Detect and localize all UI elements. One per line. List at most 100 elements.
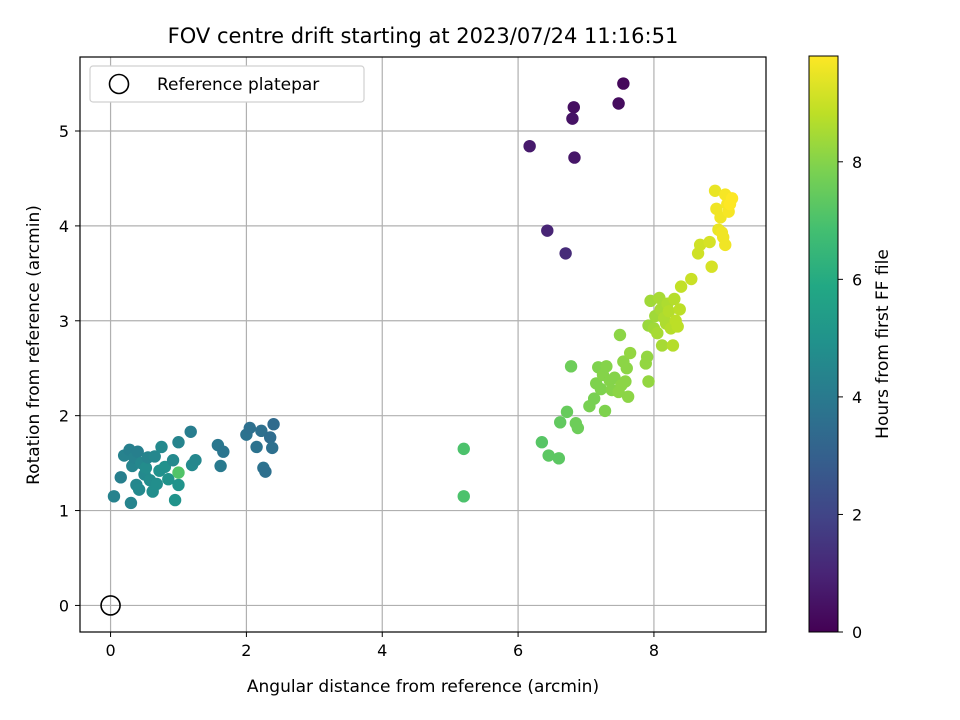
data-point	[554, 416, 567, 429]
legend-box	[89, 65, 365, 103]
data-point	[719, 238, 732, 252]
data-point	[259, 465, 272, 478]
data-point	[571, 421, 585, 435]
data-point	[612, 97, 625, 110]
data-point	[566, 112, 579, 125]
data-point	[693, 238, 707, 252]
y-tick-label: 2	[59, 407, 69, 426]
data-point	[535, 436, 549, 449]
data-point	[107, 490, 121, 503]
data-point	[255, 424, 268, 438]
x-tick-label: 4	[377, 641, 387, 660]
data-point	[168, 493, 182, 507]
data-point	[673, 303, 686, 316]
colorbar-tick-label: 2	[852, 505, 862, 524]
data-point	[560, 405, 574, 419]
data-point	[623, 346, 637, 360]
data-point	[162, 473, 175, 486]
data-point	[217, 445, 230, 458]
grid	[80, 57, 766, 632]
data-point	[619, 375, 632, 388]
legend-label: Reference platepar	[157, 75, 319, 95]
x-axis: 0 2 4 6 8	[105, 632, 659, 660]
plot-frame	[79, 56, 767, 633]
data-point	[184, 425, 197, 438]
data-point	[617, 77, 630, 90]
data-point	[621, 390, 635, 403]
data-point	[685, 272, 698, 286]
data-point	[568, 151, 581, 164]
reference-point	[100, 595, 121, 616]
data-point	[567, 101, 580, 114]
colorbar-label: Hours from first FF file	[873, 249, 893, 439]
chart-title: FOV centre drift starting at 2023/07/24 …	[168, 24, 679, 48]
data-point	[552, 452, 566, 465]
data-points	[107, 77, 739, 510]
data-point	[243, 421, 257, 435]
data-point	[214, 459, 227, 473]
data-point	[671, 320, 684, 333]
data-point	[725, 192, 739, 205]
x-tick-label: 8	[649, 641, 659, 660]
data-point	[708, 184, 722, 197]
data-point	[703, 235, 716, 249]
legend: Reference platepar	[89, 65, 365, 103]
data-point	[594, 382, 608, 396]
data-point	[132, 483, 146, 496]
data-point	[705, 260, 718, 273]
data-point	[651, 326, 664, 340]
data-point	[613, 328, 627, 342]
data-point	[148, 450, 161, 463]
data-point	[457, 490, 470, 503]
colorbar-tick-label: 0	[852, 623, 862, 642]
data-point	[139, 461, 153, 475]
data-point	[457, 442, 470, 456]
data-point	[150, 477, 163, 491]
data-point	[564, 360, 578, 373]
y-tick-label: 1	[59, 502, 69, 521]
data-point	[263, 431, 277, 444]
data-point	[166, 454, 180, 467]
data-point	[640, 350, 654, 364]
y-axis: 0 1 2 3 4 5	[59, 122, 80, 615]
x-tick-label: 0	[105, 641, 115, 660]
y-axis-label: Rotation from reference (arcmin)	[24, 205, 44, 485]
data-point	[587, 392, 601, 405]
colorbar-tick-label: 8	[852, 153, 862, 172]
data-point	[600, 360, 613, 373]
data-point	[124, 496, 138, 510]
colorbar-tick-label: 6	[852, 270, 862, 289]
colorbar	[808, 55, 839, 633]
data-point	[541, 224, 554, 237]
data-point	[559, 247, 572, 260]
data-point	[662, 305, 676, 318]
data-point	[668, 292, 681, 306]
data-point	[523, 139, 536, 153]
data-point	[155, 440, 168, 454]
data-point	[542, 449, 555, 462]
data-point	[172, 466, 185, 479]
data-point	[267, 418, 280, 431]
x-tick-label: 2	[241, 641, 251, 660]
data-point	[189, 454, 202, 467]
x-axis-label: Angular distance from reference (arcmin)	[247, 677, 599, 697]
x-tick-label: 6	[513, 641, 523, 660]
data-point	[266, 441, 279, 455]
y-tick-label: 0	[59, 596, 69, 615]
data-point	[172, 478, 185, 492]
colorbar-tick-label: 4	[852, 388, 862, 407]
colorbar-axis: 0 2 4 6 8	[838, 153, 862, 642]
data-point	[131, 445, 144, 458]
data-point	[674, 280, 688, 293]
y-tick-label: 3	[59, 312, 69, 331]
legend-marker-icon	[108, 73, 130, 95]
data-point	[250, 440, 263, 454]
data-point	[655, 339, 669, 352]
data-point	[642, 375, 655, 388]
y-tick-label: 4	[59, 217, 69, 236]
data-point	[598, 404, 612, 418]
data-point	[620, 362, 633, 375]
data-point	[114, 471, 127, 484]
data-point	[666, 339, 680, 352]
